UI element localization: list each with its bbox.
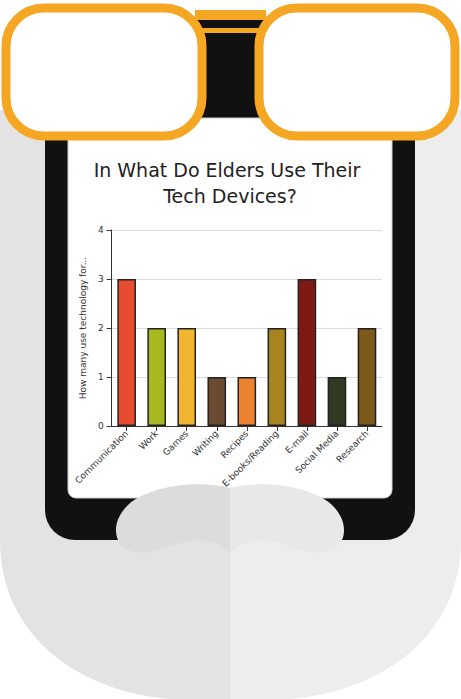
svg-text:Research: Research (334, 428, 370, 464)
svg-text:E-mail: E-mail (283, 428, 310, 455)
svg-text:Recipes: Recipes (218, 428, 251, 461)
svg-text:4: 4 (98, 225, 104, 235)
svg-text:Games: Games (161, 428, 191, 458)
svg-text:3: 3 (98, 274, 104, 284)
svg-text:How many use technology for...: How many use technology for... (78, 257, 88, 399)
svg-text:Tech Devices?: Tech Devices? (162, 185, 297, 207)
svg-text:In What Do Elders Use Their: In What Do Elders Use Their (94, 159, 367, 181)
svg-text:Communication: Communication (73, 428, 130, 485)
svg-text:Social Media: Social Media (293, 428, 340, 475)
svg-text:E-books/Reading: E-books/Reading (220, 428, 280, 488)
svg-text:1: 1 (98, 372, 104, 382)
svg-text:0: 0 (98, 421, 104, 431)
svg-text:Work: Work (137, 428, 161, 452)
svg-text:Writing: Writing (191, 428, 221, 458)
svg-text:2: 2 (98, 323, 104, 333)
